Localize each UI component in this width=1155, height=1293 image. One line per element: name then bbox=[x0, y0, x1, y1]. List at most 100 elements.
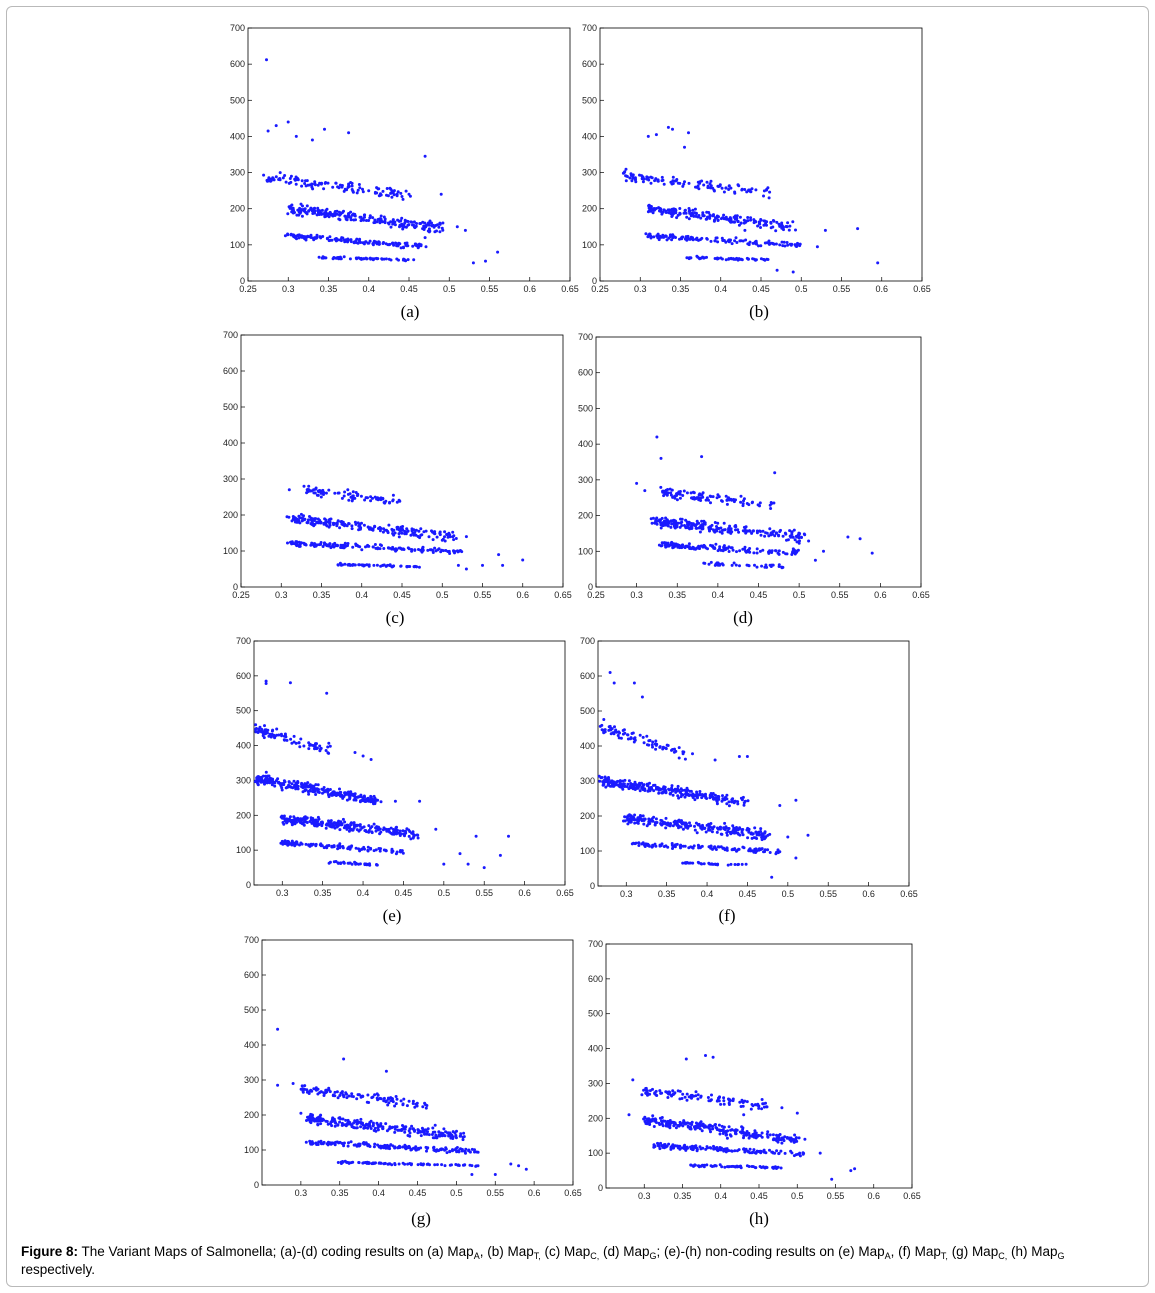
data-point bbox=[334, 792, 338, 795]
data-point bbox=[738, 549, 742, 553]
data-point bbox=[448, 1131, 452, 1135]
data-point bbox=[662, 1143, 666, 1147]
data-point bbox=[679, 236, 683, 240]
data-point bbox=[744, 531, 748, 535]
data-point bbox=[707, 1125, 711, 1129]
data-point bbox=[763, 241, 767, 245]
data-point bbox=[713, 793, 717, 797]
data-point bbox=[600, 723, 604, 727]
data-point bbox=[350, 527, 354, 531]
data-point bbox=[701, 525, 705, 529]
data-point bbox=[286, 212, 290, 216]
data-point bbox=[369, 826, 372, 830]
data-point bbox=[364, 1141, 368, 1145]
data-point bbox=[722, 545, 726, 549]
data-point bbox=[374, 1129, 378, 1133]
data-point bbox=[378, 543, 382, 547]
data-point bbox=[387, 1101, 391, 1105]
data-point bbox=[307, 792, 311, 796]
data-point bbox=[435, 229, 438, 233]
data-point bbox=[400, 216, 404, 220]
data-point bbox=[423, 1132, 426, 1136]
data-point bbox=[727, 1149, 731, 1153]
data-point bbox=[385, 187, 389, 190]
data-point bbox=[753, 563, 756, 567]
data-point bbox=[649, 786, 653, 790]
data-point bbox=[330, 822, 333, 826]
data-point bbox=[670, 488, 674, 492]
data-point bbox=[410, 529, 414, 533]
data-point bbox=[658, 209, 662, 213]
data-point bbox=[781, 550, 785, 554]
data-point bbox=[767, 242, 771, 246]
data-point bbox=[688, 237, 692, 241]
data-point bbox=[743, 799, 747, 803]
data-point bbox=[798, 242, 802, 246]
data-point bbox=[638, 781, 641, 785]
data-point bbox=[685, 822, 688, 826]
data-point bbox=[412, 565, 416, 569]
data-point bbox=[402, 246, 405, 250]
data-point bbox=[370, 830, 374, 834]
data-point bbox=[350, 184, 354, 188]
data-point bbox=[420, 533, 424, 537]
data-point bbox=[356, 823, 360, 827]
data-point bbox=[745, 1130, 749, 1133]
data-point bbox=[340, 520, 344, 523]
data-point bbox=[661, 786, 665, 790]
data-point bbox=[381, 828, 385, 832]
data-point bbox=[463, 1163, 467, 1167]
data-point bbox=[668, 235, 672, 239]
data-point bbox=[452, 538, 456, 542]
data-point bbox=[384, 1146, 388, 1150]
data-point bbox=[660, 544, 664, 548]
data-point bbox=[794, 228, 797, 232]
data-point bbox=[286, 120, 290, 124]
axes-box bbox=[253, 640, 566, 886]
data-point bbox=[376, 498, 380, 502]
data-point bbox=[637, 844, 641, 847]
data-point bbox=[390, 565, 394, 569]
data-point bbox=[305, 784, 309, 788]
data-point bbox=[332, 256, 336, 259]
data-point bbox=[740, 188, 744, 192]
data-point bbox=[415, 222, 418, 225]
data-point bbox=[435, 1163, 439, 1167]
data-point bbox=[710, 523, 714, 527]
data-point bbox=[346, 1122, 350, 1126]
data-point bbox=[799, 535, 803, 539]
data-point bbox=[787, 228, 791, 232]
data-point bbox=[350, 524, 354, 528]
data-point bbox=[356, 188, 360, 192]
data-point bbox=[396, 190, 400, 194]
data-point bbox=[379, 527, 383, 530]
data-point bbox=[702, 183, 706, 187]
y-tick-label: 300 bbox=[244, 1075, 259, 1085]
data-point bbox=[796, 241, 799, 245]
data-point bbox=[342, 255, 346, 259]
data-point bbox=[339, 239, 343, 243]
data-point bbox=[715, 496, 719, 500]
data-point bbox=[368, 214, 372, 218]
data-point bbox=[312, 784, 315, 788]
data-point bbox=[307, 484, 311, 488]
data-point bbox=[648, 1123, 652, 1126]
data-point bbox=[700, 844, 704, 848]
data-point bbox=[695, 1124, 699, 1128]
data-point bbox=[294, 236, 298, 239]
data-point bbox=[412, 223, 415, 227]
data-point bbox=[393, 1127, 397, 1131]
data-points bbox=[621, 125, 880, 274]
data-point bbox=[638, 814, 642, 817]
data-point bbox=[413, 531, 417, 534]
data-point bbox=[795, 549, 799, 553]
data-point bbox=[362, 845, 366, 849]
data-point bbox=[736, 800, 740, 804]
data-point bbox=[351, 545, 355, 549]
data-point bbox=[665, 1144, 669, 1148]
data-point bbox=[766, 848, 770, 852]
data-point bbox=[768, 851, 772, 854]
data-point bbox=[395, 831, 399, 835]
data-point bbox=[732, 561, 736, 565]
data-point bbox=[778, 804, 782, 807]
